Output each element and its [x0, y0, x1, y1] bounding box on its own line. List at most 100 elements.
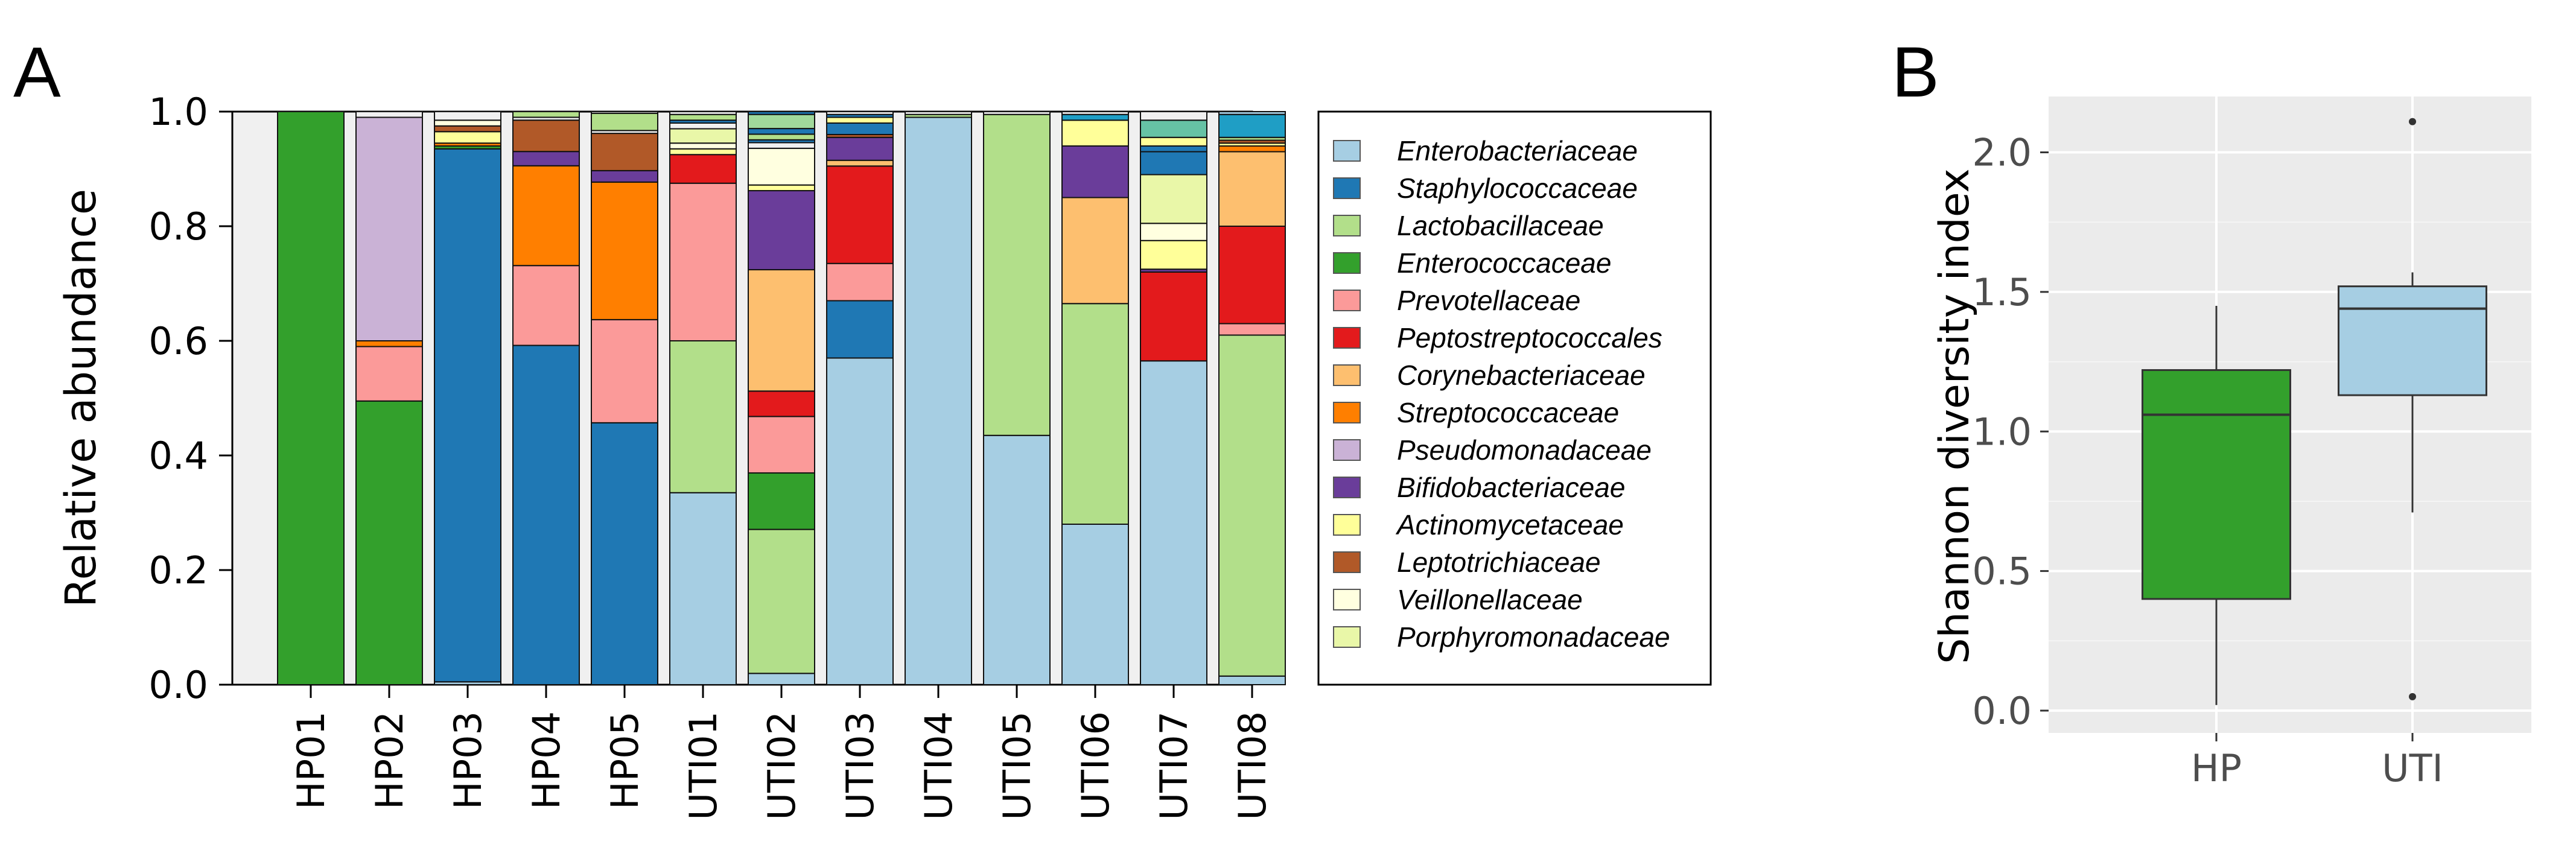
box-UTI [2338, 118, 2487, 700]
segment-UTI02-actinomycetaceae [748, 184, 815, 192]
iqr-box [2338, 285, 2487, 396]
segment-UTI02-minor [748, 111, 815, 115]
bar-UTI01 [669, 111, 737, 685]
legend-swatch [1333, 364, 1361, 386]
segment-HP05-minor [591, 112, 658, 132]
y-tick-label-b: 1.5 [1972, 270, 2032, 314]
segment-UTI02-minor [748, 128, 815, 135]
bar-UTI08 [1218, 111, 1286, 685]
bar-HP04 [512, 111, 580, 685]
legend-label: Porphyromonadaceae [1397, 621, 1670, 653]
y-tick-label-a: 0.0 [148, 663, 208, 707]
y-tick-label-b: 1.0 [1972, 410, 2032, 454]
segment-UTI07-minor [1140, 136, 1207, 147]
y-axis-a: 0.0 0.2 0.4 0.6 0.8 1.0 [148, 90, 234, 707]
segment-HP04-minor [512, 111, 580, 118]
bars-group [277, 111, 1286, 685]
legend-swatch [1333, 215, 1361, 236]
segment-UTI06-actinomycetaceae [1061, 119, 1129, 147]
segment-UTI07-minor [1140, 151, 1207, 176]
x-tick-label-UTI01: UTI01 [681, 711, 725, 820]
segment-UTI08-peptostreptococcales [1218, 226, 1286, 325]
x-tick-label-UTI05: UTI05 [995, 711, 1039, 820]
segment-UTI07-actinomycetaceae [1140, 239, 1207, 270]
y-tick-label-a: 0.2 [148, 548, 208, 592]
segment-UTI02-prevotellaceae [748, 416, 815, 474]
segment-UTI03-minor [826, 116, 894, 124]
bar-UTI03 [826, 111, 894, 685]
segment-UTI01-remainder [669, 111, 737, 115]
segment-UTI02-minor [748, 133, 815, 141]
legend-label: Lactobacillaceae [1397, 210, 1604, 241]
y-axis-b: 0.0 0.5 1.0 1.5 2.0 [1972, 131, 2049, 733]
y-tick-label-a: 0.4 [148, 434, 208, 478]
segment-UTI08-enterobacteriaceae [1218, 675, 1286, 685]
segment-UTI01-actinomycetaceae [669, 148, 737, 156]
panel-label-a: A [13, 33, 61, 112]
x-tick-label-UTI06: UTI06 [1073, 711, 1118, 820]
segment-UTI05-remainder [983, 111, 1051, 115]
legend-label: Enterococcaceae [1397, 247, 1611, 279]
segment-HP05-staphylococcaceae [591, 422, 658, 685]
legend-label: Staphylococcaceae [1397, 173, 1638, 204]
segment-HP02-prevotellaceae [355, 346, 423, 402]
legend-swatch [1333, 140, 1361, 162]
segment-UTI06-corynebacteriaceae [1061, 197, 1129, 305]
segment-UTI07-porphyromonadaceae [1140, 174, 1207, 224]
y-tick-label-a: 0.8 [148, 204, 208, 249]
segment-UTI06-remainder [1061, 111, 1129, 115]
legend-label: Bifidobacteriaceae [1397, 472, 1625, 503]
segment-UTI02-other [748, 142, 815, 149]
segment-HP03-actinomycetaceae [434, 131, 501, 144]
panel-b-boxplot: 0.0 0.5 1.0 1.5 2.0 HP UTI Shannon diversity … [1931, 97, 2531, 790]
segment-UTI08-minor [1218, 111, 1286, 115]
legend-swatch [1333, 477, 1361, 498]
iqr-box [2142, 369, 2291, 600]
legend-swatch [1333, 252, 1361, 274]
segment-HP05-leptotrichiaceae [591, 133, 658, 171]
segment-UTI01-veillonellaceae [669, 142, 737, 150]
segment-UTI02-peptostreptococcales [748, 390, 815, 417]
segment-UTI07-veillonellaceae [1140, 223, 1207, 241]
segment-UTI08-prevotellaceae [1218, 323, 1286, 336]
x-tick-label-HP02: HP02 [367, 711, 412, 810]
panel-label-b: B [1892, 33, 1939, 112]
x-tick-label-HP05: HP05 [603, 711, 647, 810]
segment-UTI01-enterobacteriaceae [669, 492, 737, 685]
segment-UTI07-peptostreptococcales [1140, 271, 1207, 362]
legend-label: Corynebacteriaceae [1397, 360, 1646, 391]
segment-UTI03-bifidobacteriaceae [826, 136, 894, 161]
segment-UTI02-enterobacteriaceae [748, 673, 815, 685]
segment-HP04-streptococcaceae [512, 165, 580, 267]
x-tick-label-UTI04: UTI04 [917, 711, 961, 820]
segment-HP04-staphylococcaceae [512, 344, 580, 685]
segment-UTI03-remainder [826, 111, 894, 115]
x-tick-label-HP03: HP03 [446, 711, 490, 810]
bar-UTI04 [905, 111, 972, 685]
legend-label: Prevotellaceae [1397, 285, 1580, 316]
legend-box [1317, 110, 1712, 686]
y-tick-label-b: 2.0 [1972, 131, 2032, 175]
segment-HP02-streptococcaceae [355, 340, 423, 347]
segment-UTI01-lactobacillaceae [669, 340, 737, 493]
segment-HP04-bifidobacteriaceae [512, 151, 580, 166]
segment-UTI03-staphylococcaceae [826, 300, 894, 359]
segment-HP02-remainder [355, 111, 423, 118]
box-HP [2142, 306, 2291, 705]
segment-HP02-pseudomonadaceae [355, 116, 423, 341]
y-tick-label-b: 0.5 [1972, 550, 2032, 594]
x-tick-label-UTI08: UTI08 [1230, 711, 1274, 820]
x-tick-label-UTI: UTI [2382, 746, 2443, 790]
segment-UTI02-lactobacillaceae [748, 528, 815, 674]
segment-HP03-staphylococcaceae [434, 148, 501, 683]
segment-UTI01-porphyromonadaceae [669, 128, 737, 144]
segment-UTI08-minor [1218, 113, 1286, 138]
segment-UTI07-minor [1140, 119, 1207, 138]
legend-swatch [1333, 626, 1361, 648]
legend-label: Enterobacteriaceae [1397, 135, 1638, 166]
segment-HP03-veillonellaceae [434, 119, 501, 127]
legend-label: Streptococcaceae [1397, 397, 1619, 428]
x-tick-label-HP: HP [2191, 746, 2242, 790]
x-tick-label-HP01: HP01 [289, 711, 333, 810]
